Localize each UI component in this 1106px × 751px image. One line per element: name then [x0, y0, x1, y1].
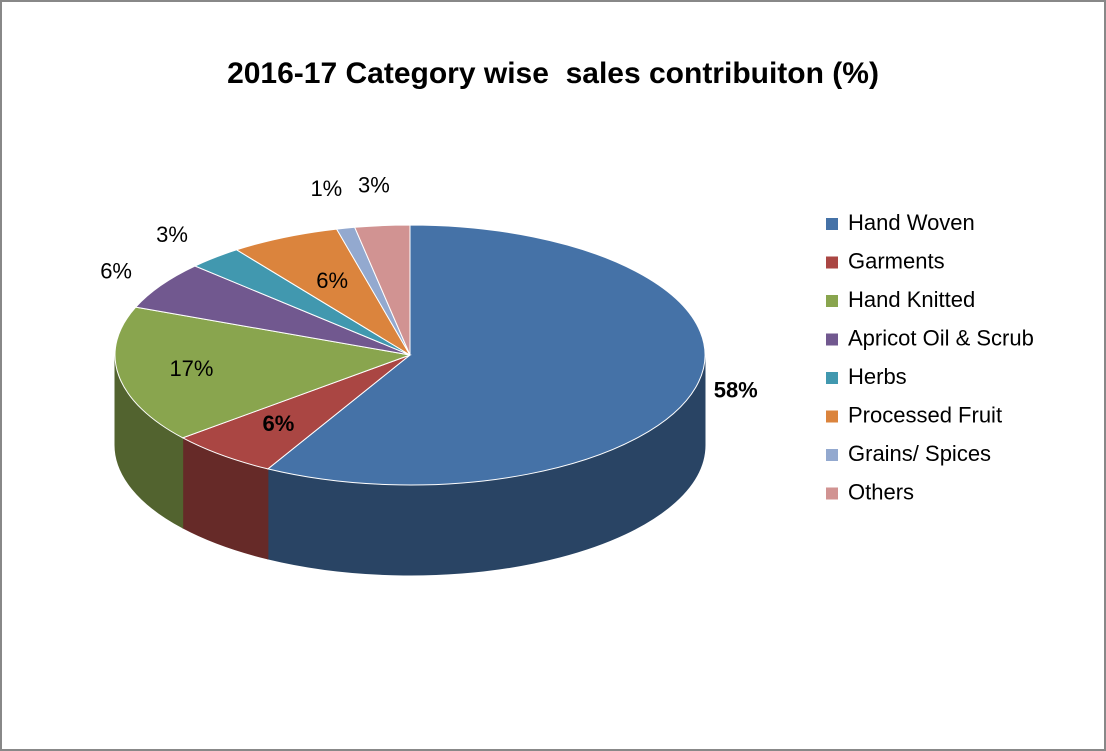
legend-swatch	[826, 256, 838, 269]
legend-label: Grains/ Spices	[848, 441, 991, 466]
legend-swatch	[826, 372, 838, 384]
legend-swatch	[826, 487, 838, 500]
data-label: 6%	[316, 268, 348, 293]
legend-swatch	[826, 449, 838, 461]
data-label: 17%	[169, 356, 213, 381]
data-label: 6%	[100, 259, 132, 284]
slice	[114, 306, 412, 439]
data-label: 3%	[358, 173, 390, 198]
data-label: 3%	[156, 222, 188, 247]
slice	[353, 224, 411, 356]
data-label: 6%	[262, 411, 294, 436]
legend-swatch	[826, 295, 838, 307]
legend-label: Apricot Oil & Scrub	[848, 325, 1034, 350]
legend-label: Processed Fruit	[848, 402, 1002, 427]
legend-label: Garments	[848, 248, 945, 273]
legend-label: Hand Knitted	[848, 287, 975, 312]
legend-label: Hand Woven	[848, 210, 975, 235]
chart-title: 2016-17 Category wise sales contribuiton…	[227, 57, 879, 90]
legend-label: Others	[848, 479, 914, 504]
legend-swatch	[826, 410, 838, 423]
legend-swatch	[826, 333, 838, 346]
slice	[266, 224, 706, 486]
data-label: 1%	[310, 176, 342, 201]
legend-label: Herbs	[848, 364, 907, 389]
data-label: 58%	[714, 378, 758, 403]
legend-swatch	[826, 218, 838, 230]
